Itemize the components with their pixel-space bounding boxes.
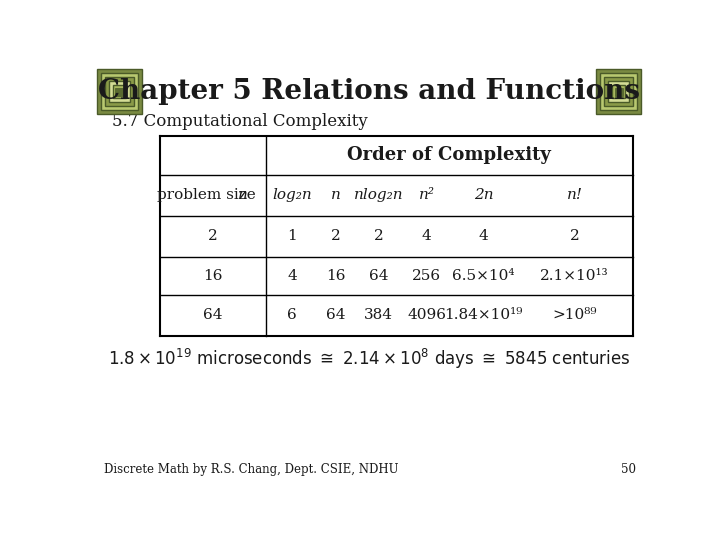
Text: log₂n: log₂n	[272, 188, 312, 202]
Text: 64: 64	[326, 308, 346, 322]
Text: Discrete Math by R.S. Chang, Dept. CSIE, NDHU: Discrete Math by R.S. Chang, Dept. CSIE,…	[104, 463, 398, 476]
Text: n²: n²	[419, 188, 435, 202]
Bar	[101, 73, 138, 110]
Text: Order of Complexity: Order of Complexity	[347, 146, 552, 164]
Text: 256: 256	[413, 269, 441, 283]
Bar	[97, 70, 142, 114]
Text: nlog₂n: nlog₂n	[354, 188, 403, 202]
Text: 2: 2	[208, 230, 218, 243]
Text: 16: 16	[203, 269, 222, 283]
Bar	[596, 70, 641, 114]
Text: n: n	[238, 188, 248, 202]
Bar	[608, 82, 629, 102]
Text: 4096: 4096	[408, 308, 446, 322]
Text: 4: 4	[287, 269, 297, 283]
Text: 2: 2	[374, 230, 383, 243]
Text: n!: n!	[567, 188, 582, 202]
Text: problem size: problem size	[157, 188, 261, 202]
Text: 2: 2	[331, 230, 341, 243]
Bar	[115, 87, 124, 96]
Text: 2n: 2n	[474, 188, 493, 202]
Text: Chapter 5 Relations and Functions: Chapter 5 Relations and Functions	[98, 78, 640, 105]
Text: 64: 64	[203, 308, 222, 322]
Bar	[600, 73, 637, 110]
Text: n: n	[331, 188, 341, 202]
Text: 5.7 Computational Complexity: 5.7 Computational Complexity	[112, 112, 367, 130]
Text: >10⁸⁹: >10⁸⁹	[552, 308, 597, 322]
Text: 4: 4	[422, 230, 432, 243]
Bar	[614, 87, 623, 96]
Text: 4: 4	[479, 230, 488, 243]
Text: 50: 50	[621, 463, 636, 476]
Text: 384: 384	[364, 308, 393, 322]
Text: 2: 2	[570, 230, 580, 243]
Text: 64: 64	[369, 269, 388, 283]
Text: 16: 16	[326, 269, 346, 283]
Bar	[105, 77, 134, 106]
Bar	[113, 85, 126, 98]
Bar	[109, 82, 130, 102]
Text: 6: 6	[287, 308, 297, 322]
Bar	[612, 85, 625, 98]
Text: 1.84×10¹⁹: 1.84×10¹⁹	[444, 308, 523, 322]
Text: 6.5×10⁴: 6.5×10⁴	[452, 269, 515, 283]
Text: 1: 1	[287, 230, 297, 243]
Text: 2.1×10¹³: 2.1×10¹³	[540, 269, 609, 283]
Bar	[604, 77, 633, 106]
Text: $1.8 \times 10^{19}$ microseconds $\cong$ $2.14 \times 10^{8}$ days $\cong$ 5845: $1.8 \times 10^{19}$ microseconds $\cong…	[108, 347, 630, 371]
